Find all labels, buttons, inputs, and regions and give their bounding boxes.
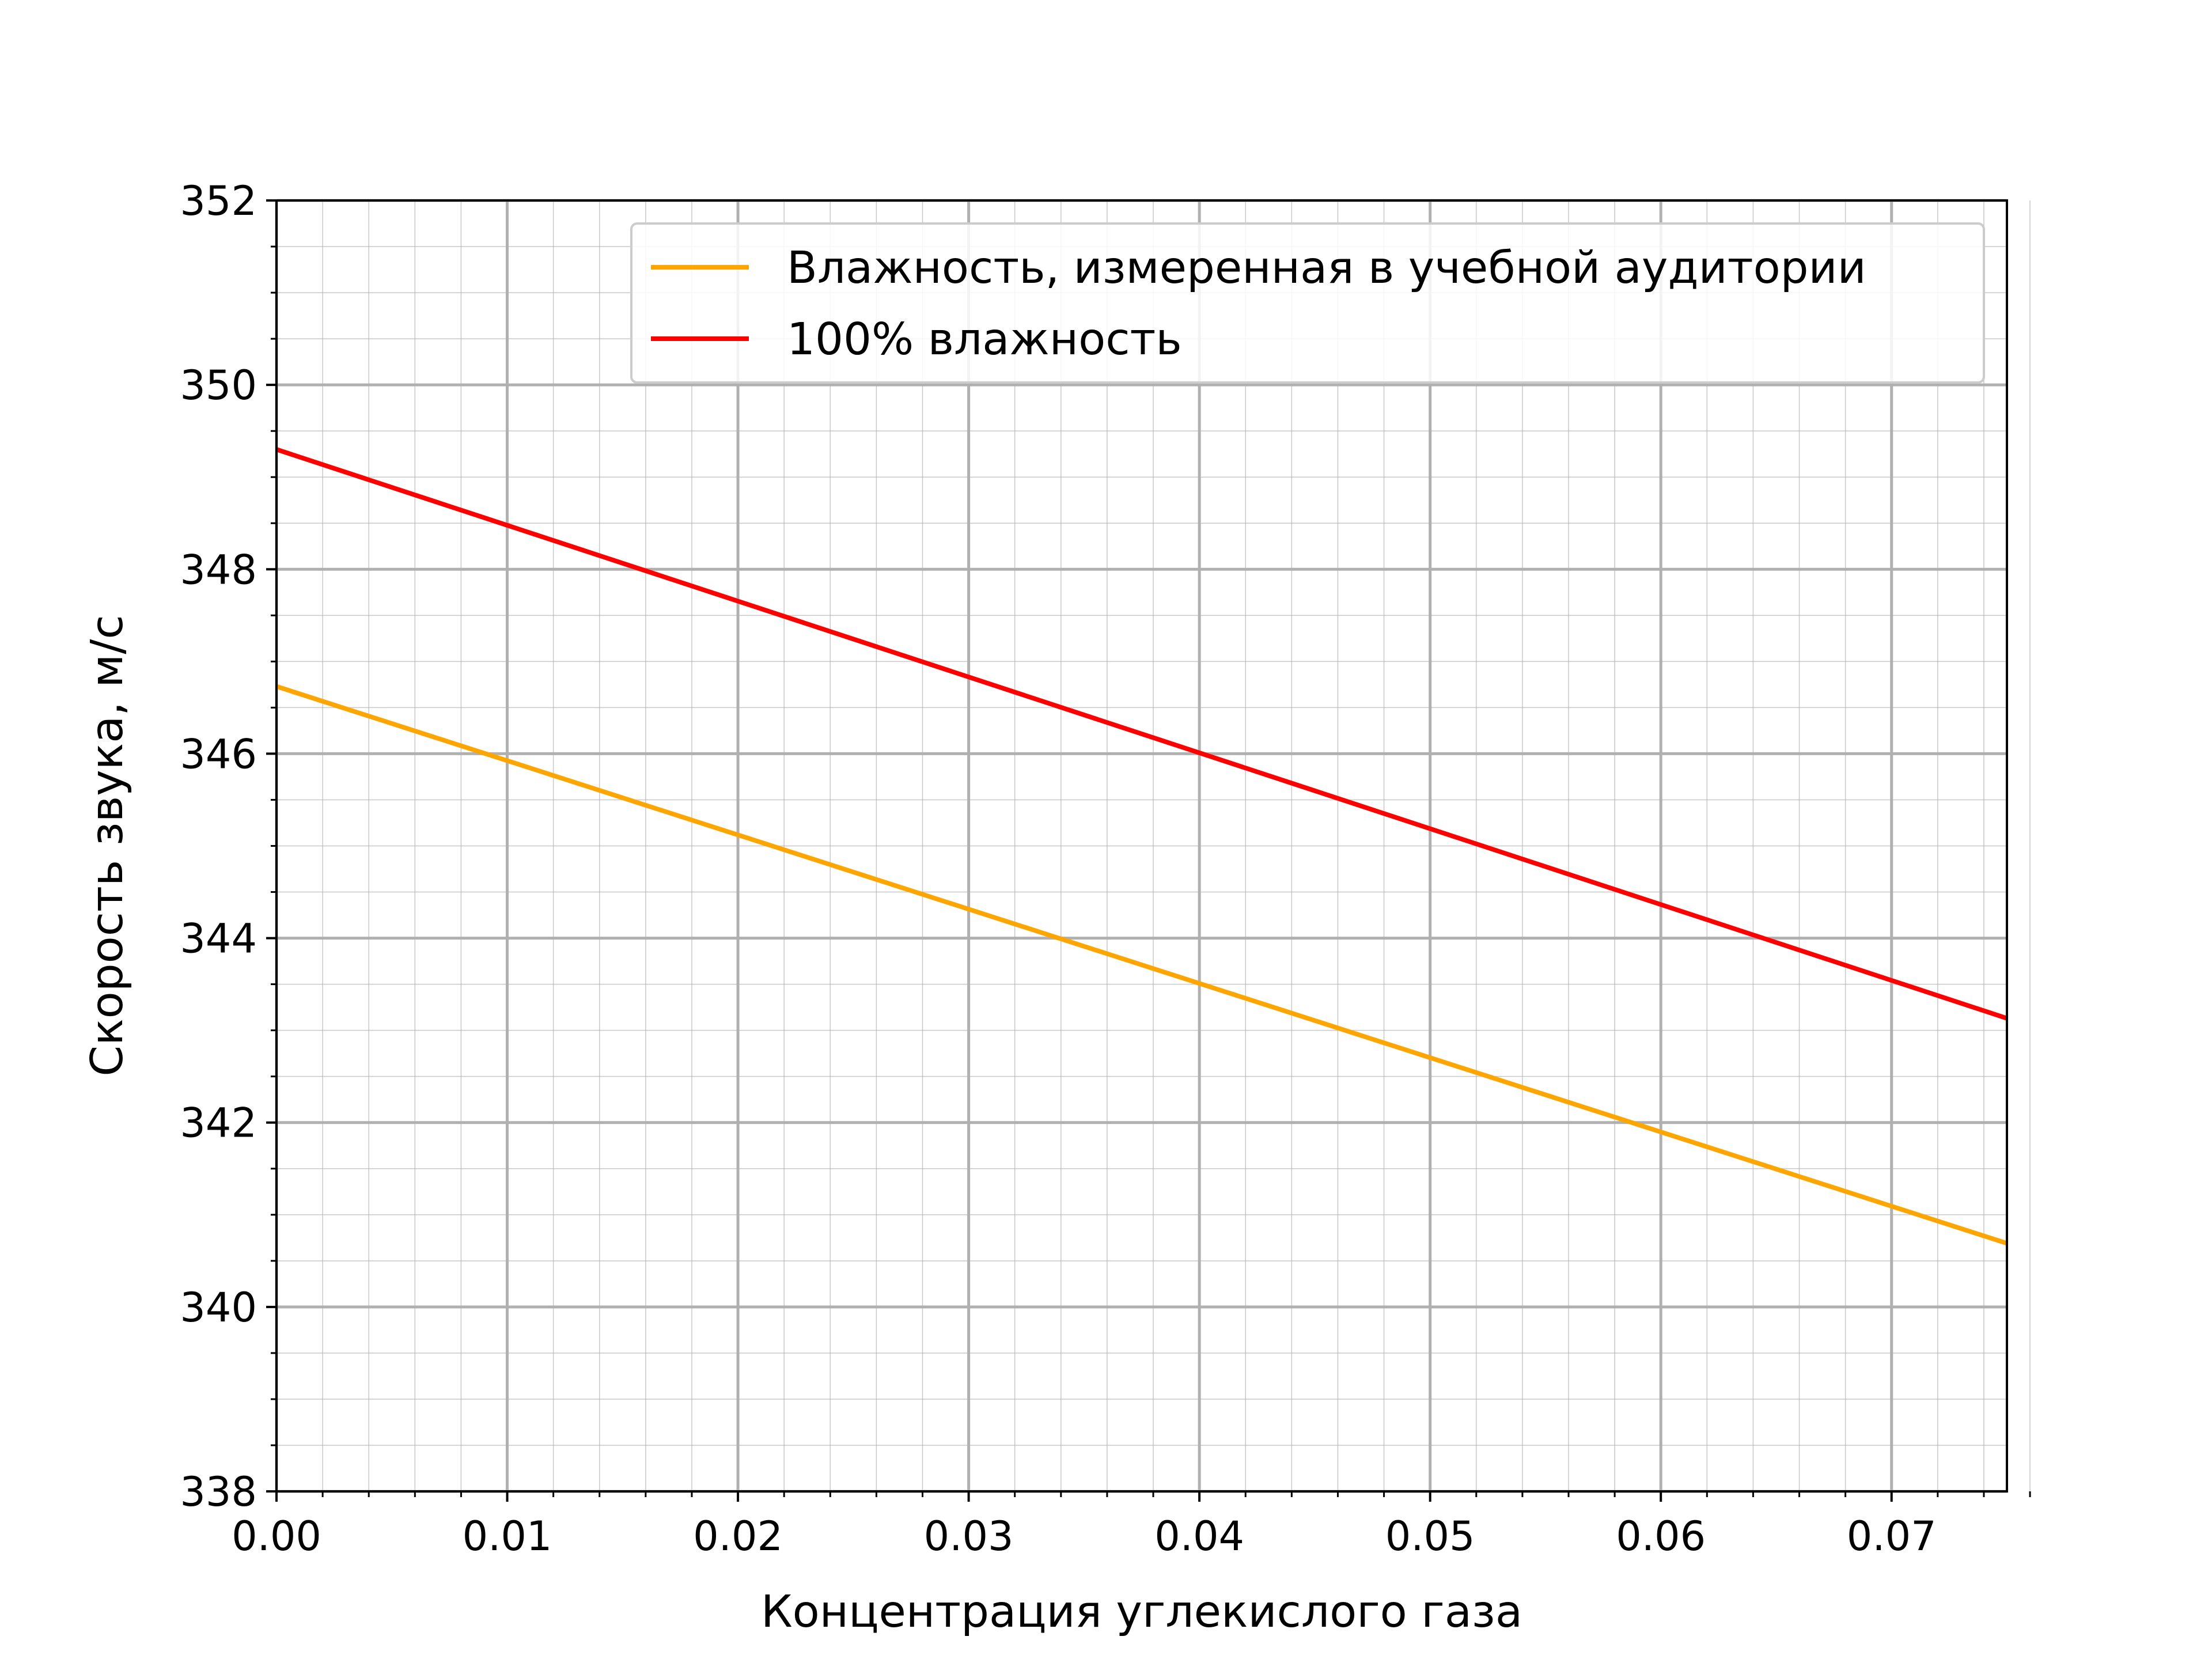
x-tick-label: 0.01 xyxy=(463,1513,552,1560)
x-tick-label: 0.04 xyxy=(1154,1513,1244,1560)
y-tick-label: 348 xyxy=(180,546,257,593)
x-tick-label: 0.00 xyxy=(232,1513,321,1560)
legend-label: Влажность, измеренная в учебной аудитори… xyxy=(787,243,1866,294)
minor-grid xyxy=(276,200,2031,1491)
x-tick-label: 0.05 xyxy=(1385,1513,1475,1560)
y-tick-label: 340 xyxy=(180,1284,257,1331)
x-tick-label: 0.06 xyxy=(1616,1513,1706,1560)
y-tick-label: 338 xyxy=(180,1468,257,1516)
y-tick-label: 344 xyxy=(180,915,257,963)
y-tick-label: 342 xyxy=(180,1100,257,1147)
y-tick-label: 346 xyxy=(180,730,257,778)
series-line xyxy=(275,684,2008,1246)
legend: Влажность, измеренная в учебной аудитори… xyxy=(630,222,1985,384)
x-axis-title: Концентрация углекислого газа xyxy=(761,1586,1522,1638)
y-axis-title: Скорость звука, м/с xyxy=(82,615,133,1076)
y-tick-label: 352 xyxy=(180,177,257,225)
x-tick-label: 0.03 xyxy=(924,1513,1014,1560)
legend-box xyxy=(630,222,1985,384)
y-axis-ticks: 338 340 342 344 346 348 350 352 xyxy=(180,177,276,1516)
series-lines xyxy=(275,447,2008,1246)
series-line xyxy=(275,447,2008,1021)
x-tick-label: 0.07 xyxy=(1847,1513,1937,1560)
x-axis-ticks: 0.00 0.01 0.02 0.03 0.04 0.05 0.06 0.07 xyxy=(232,1491,2031,1560)
x-tick-label: 0.02 xyxy=(693,1513,783,1560)
legend-label: 100% влажность xyxy=(787,314,1182,365)
y-tick-label: 350 xyxy=(180,362,257,409)
